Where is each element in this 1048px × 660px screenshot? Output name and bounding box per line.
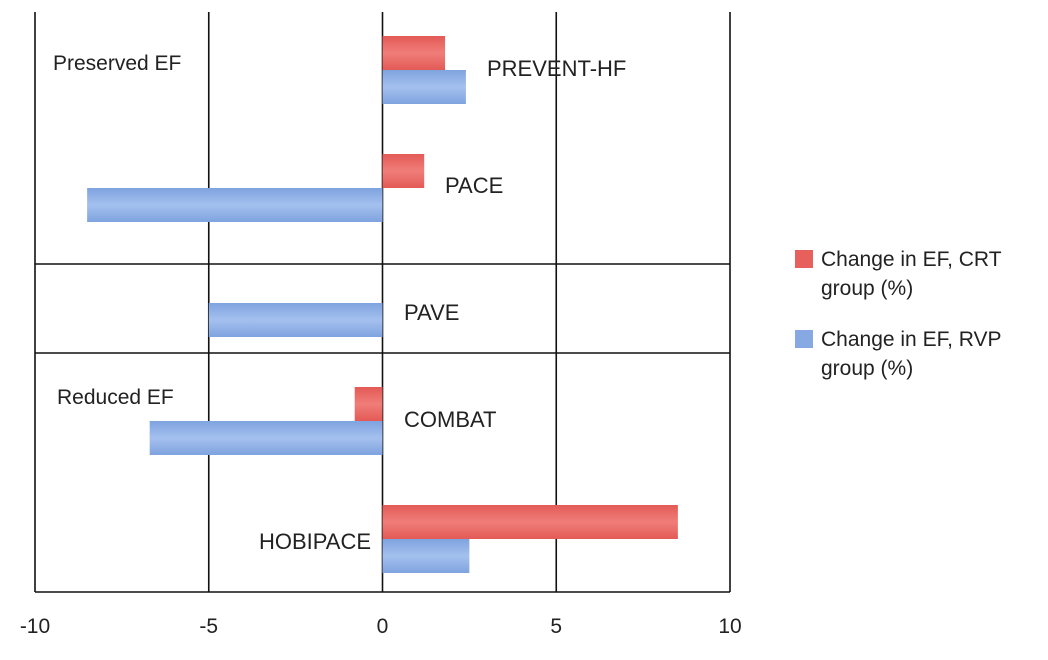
legend-item-crt: Change in EF, CRT group (%) bbox=[795, 245, 1035, 303]
bar-rvp-pace bbox=[87, 188, 383, 222]
bar-rvp-prevent-hf bbox=[382, 70, 466, 104]
x-tick-label: 10 bbox=[718, 615, 741, 638]
legend-swatch-crt bbox=[795, 250, 813, 268]
category-label: PAVE bbox=[404, 300, 459, 325]
category-label: PACE bbox=[445, 173, 503, 198]
x-tick-label: -5 bbox=[199, 615, 218, 638]
x-tick-label: 5 bbox=[550, 615, 562, 638]
x-tick-label: -10 bbox=[20, 615, 50, 638]
bar-rvp-pave bbox=[208, 303, 383, 337]
category-label: COMBAT bbox=[404, 407, 496, 432]
legend-item-rvp: Change in EF, RVP group (%) bbox=[795, 325, 1035, 383]
category-label: HOBIPACE bbox=[259, 529, 371, 554]
category-label: PREVENT-HF bbox=[487, 56, 626, 81]
legend-label-crt: Change in EF, CRT group (%) bbox=[821, 248, 1002, 300]
bar-crt-combat bbox=[354, 387, 383, 421]
group-label: Reduced EF bbox=[57, 386, 174, 409]
bar-rvp-hobipace bbox=[382, 539, 470, 573]
legend: Change in EF, CRT group (%) Change in EF… bbox=[795, 245, 1035, 405]
bar-crt-prevent-hf bbox=[382, 36, 446, 70]
group-label: Preserved EF bbox=[53, 52, 181, 75]
legend-label-rvp: Change in EF, RVP group (%) bbox=[821, 328, 1002, 380]
legend-swatch-rvp bbox=[795, 330, 813, 348]
bar-crt-pace bbox=[382, 154, 425, 188]
bar-rvp-combat bbox=[149, 421, 383, 455]
x-tick-label: 0 bbox=[377, 615, 389, 638]
bar-crt-hobipace bbox=[382, 505, 678, 539]
